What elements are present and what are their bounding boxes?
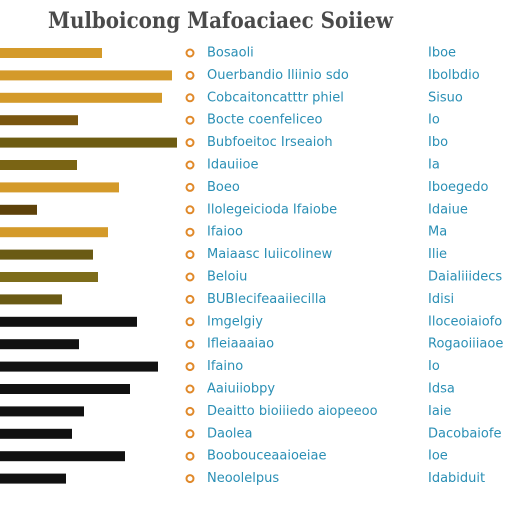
bar: [0, 451, 125, 462]
right-label: Ioe: [428, 449, 448, 464]
bar: [0, 428, 72, 439]
category-label: Ifaioo: [207, 225, 243, 240]
right-label: Iboegedo: [428, 180, 489, 195]
bullet-icon: [185, 451, 195, 461]
bullet-icon: [185, 339, 195, 349]
bar: [0, 92, 162, 103]
bullet-icon: [185, 227, 195, 237]
bar: [0, 115, 78, 126]
bar: [0, 384, 130, 394]
right-label: Rogaoiiiaoe: [428, 337, 503, 352]
bar: [0, 272, 98, 282]
bullet-icon: [185, 93, 195, 103]
category-label: Bocte coenfeliceo: [207, 113, 323, 128]
bullet-icon: [185, 272, 195, 282]
right-label: Idsa: [428, 382, 455, 397]
category-label: Imgelgiy: [207, 314, 263, 329]
category-label: Aaiuiiobpy: [207, 382, 275, 397]
bullet-icon: [185, 429, 195, 439]
right-label: Idaiue: [428, 202, 468, 217]
right-label: Daialiiidecs: [428, 270, 502, 285]
right-label: Ibolbdio: [428, 68, 480, 83]
bar: [0, 249, 93, 260]
right-label: Iloceoiaiofo: [428, 314, 502, 329]
category-label: Bosaoli: [207, 46, 254, 61]
bullet-icon: [185, 115, 195, 125]
bar: [0, 406, 84, 417]
category-label: Idauiioe: [207, 158, 258, 173]
right-label: Io: [428, 113, 440, 128]
bar: [0, 361, 158, 372]
bullet-icon: [185, 182, 195, 192]
category-label: Ouerbandio Iliinio sdo: [207, 68, 349, 83]
right-label: Ibo: [428, 135, 448, 150]
right-label: Ma: [428, 225, 447, 240]
category-label: BUBlecifeaaiiecilla: [207, 292, 326, 307]
bar: [0, 160, 77, 170]
right-label: Iaie: [428, 404, 451, 419]
bullet-icon: [185, 250, 195, 260]
bar: [0, 339, 79, 350]
category-label: Maiaasc Iuiicolinew: [207, 247, 333, 262]
bar: [0, 294, 62, 305]
bullet-icon: [185, 317, 195, 327]
category-label: Ilolegeicioda Ifaiobe: [207, 202, 337, 217]
bullet-icon: [185, 205, 195, 215]
right-label: Ilie: [428, 247, 447, 262]
bar: [0, 204, 37, 215]
right-label: Idisi: [428, 292, 454, 307]
category-label: Deaitto bioiiiedo aiopeeoo: [207, 404, 378, 419]
bullet-icon: [185, 362, 195, 372]
chart-title: Mulboicong Mafoaciaec Soiiew: [48, 8, 394, 34]
bar: [0, 48, 102, 58]
bullet-icon: [185, 384, 195, 394]
bar: [0, 227, 108, 238]
right-label: Idabiduit: [428, 471, 485, 486]
category-label: Bubfoeitoc Irseaioh: [207, 135, 333, 150]
bullet-icon: [185, 160, 195, 170]
bullet-icon: [185, 138, 195, 148]
bullet-icon: [185, 406, 195, 416]
right-label: Ia: [428, 158, 440, 173]
bar: [0, 182, 119, 193]
category-label: Beloiu: [207, 270, 247, 285]
bar: [0, 137, 177, 148]
category-label: Daolea: [207, 426, 253, 441]
bar: [0, 70, 172, 81]
right-label: Iboe: [428, 46, 456, 61]
category-label: Boeo: [207, 180, 240, 195]
bullet-icon: [185, 48, 195, 58]
category-label: Neoolelpus: [207, 471, 279, 486]
right-label: Io: [428, 359, 440, 374]
right-label: Dacobaiofe: [428, 426, 501, 441]
right-label: Sisuo: [428, 90, 463, 105]
category-label: Ifaino: [207, 359, 243, 374]
bullet-icon: [185, 70, 195, 80]
category-label: Ifleiaaaiao: [207, 337, 274, 352]
bullet-icon: [185, 294, 195, 304]
bar: [0, 316, 137, 327]
category-label: Boobouceaaioeiae: [207, 449, 327, 464]
bullet-icon: [185, 474, 195, 484]
category-label: Cobcaitoncatttr phiel: [207, 90, 344, 105]
bar: [0, 473, 66, 484]
